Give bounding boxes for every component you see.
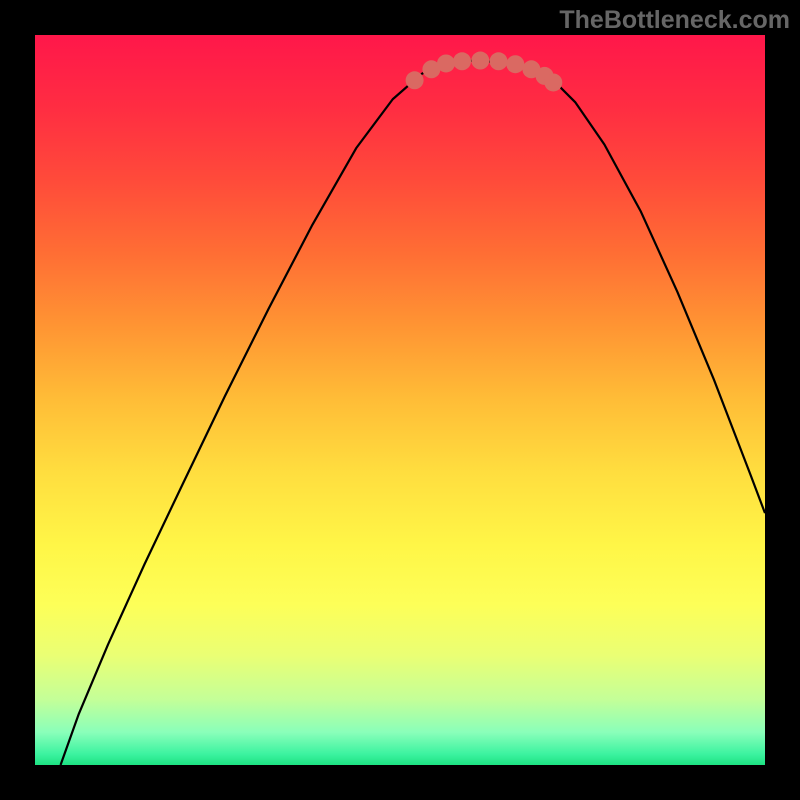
optimal-marker <box>471 52 489 70</box>
optimal-marker <box>544 73 562 91</box>
optimal-marker <box>437 54 455 72</box>
chart-canvas: TheBottleneck.com <box>0 0 800 800</box>
bottleneck-chart <box>0 0 800 800</box>
plot-background <box>35 35 765 765</box>
optimal-marker <box>490 52 508 70</box>
optimal-marker <box>506 55 524 73</box>
optimal-marker <box>453 52 471 70</box>
optimal-marker <box>406 71 424 89</box>
watermark-text: TheBottleneck.com <box>559 6 790 35</box>
